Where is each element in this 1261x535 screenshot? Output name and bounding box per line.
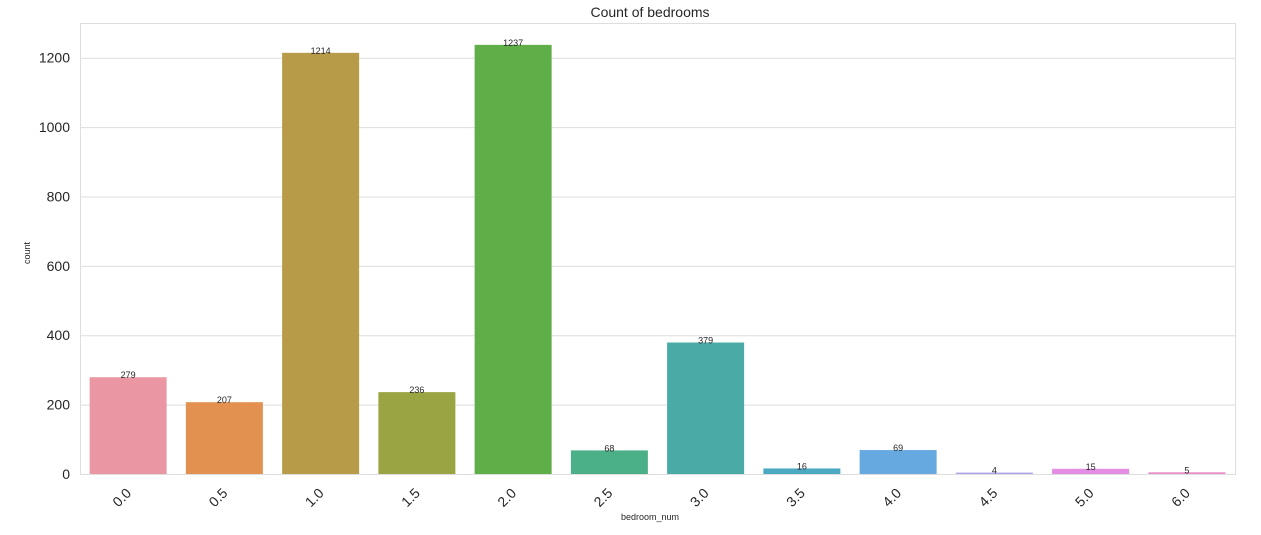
x-tick-labels: 0.0 0.5 1.0 1.5 2.0 2.5 3.0 3.5 4.0 4.5 5.0 6.0 [109, 485, 1193, 510]
bar [667, 342, 745, 474]
y-tick-label: 200 [47, 397, 71, 413]
bar [474, 44, 552, 475]
x-tick-label: 2.0 [494, 485, 519, 510]
x-tick-label: 3.0 [687, 485, 712, 510]
x-tick-label: 1.5 [398, 485, 423, 510]
bar [1052, 468, 1130, 474]
bar-value-label: 4 [992, 466, 997, 476]
x-tick-label: 1.0 [302, 485, 327, 510]
x-tick-label: 2.5 [590, 485, 615, 510]
bar-value-label: 236 [409, 385, 424, 395]
bar-value-label: 16 [797, 461, 807, 471]
bar-value-label: 15 [1086, 462, 1096, 472]
bar-value-label: 207 [217, 395, 232, 405]
grid-lines [80, 57, 1235, 475]
y-tick-label: 0 [62, 466, 70, 482]
x-tick-label: 6.0 [1168, 485, 1193, 510]
data-labels: 279 207 1214 236 1237 68 379 16 69 4 15 5 [121, 38, 1190, 476]
bar [763, 468, 841, 474]
x-tick-label: 3.5 [783, 485, 808, 510]
y-tick-label: 400 [47, 327, 71, 343]
x-tick-label: 4.5 [975, 485, 1000, 510]
plot-frame [80, 23, 1236, 475]
bar [955, 472, 1033, 474]
bar-value-label: 279 [121, 370, 136, 380]
bar-value-label: 1237 [503, 38, 523, 48]
bar [378, 392, 456, 474]
x-tick-label: 0.5 [205, 485, 230, 510]
x-tick-label: 5.0 [1072, 485, 1097, 510]
y-axis-label: count [22, 241, 32, 264]
y-tick-label: 1200 [39, 50, 70, 66]
bar [282, 52, 360, 474]
bar-value-label: 5 [1184, 465, 1189, 475]
bar [185, 402, 263, 474]
y-tick-label: 1000 [39, 119, 70, 135]
x-tick-label: 4.0 [879, 485, 904, 510]
y-tick-labels: 0 200 400 600 800 1000 1200 [39, 50, 70, 482]
bar [89, 377, 167, 474]
y-tick-label: 600 [47, 258, 71, 274]
bar-value-label: 68 [604, 443, 614, 453]
bar [859, 450, 937, 474]
bar [1148, 472, 1226, 474]
bar-value-label: 1214 [311, 46, 331, 56]
bar-value-label: 379 [698, 336, 713, 346]
chart-title: Count of bedrooms [590, 4, 709, 20]
x-axis-label: bedroom_num [621, 512, 679, 522]
bar [570, 450, 648, 474]
bar-value-label: 69 [893, 443, 903, 453]
x-tick-label: 0.0 [109, 485, 134, 510]
y-tick-label: 800 [47, 188, 71, 204]
bars [89, 44, 1226, 475]
